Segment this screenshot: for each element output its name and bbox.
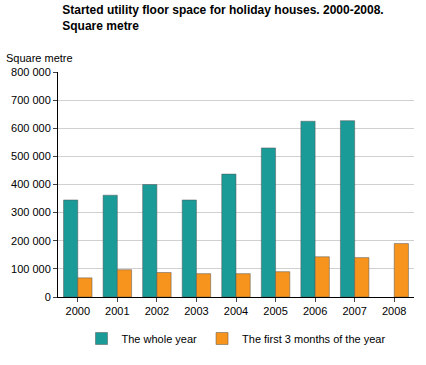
svg-text:2001: 2001 (105, 305, 129, 317)
svg-text:2000: 2000 (66, 305, 90, 317)
svg-text:500 000: 500 000 (11, 150, 51, 162)
svg-text:The whole year: The whole year (122, 333, 198, 345)
svg-text:400 000: 400 000 (11, 178, 51, 190)
svg-text:2002: 2002 (145, 305, 169, 317)
svg-text:2005: 2005 (263, 305, 287, 317)
svg-text:2003: 2003 (184, 305, 208, 317)
svg-text:2006: 2006 (303, 305, 327, 317)
svg-text:Square metre: Square metre (6, 52, 73, 64)
svg-text:2008: 2008 (382, 305, 406, 317)
svg-text:300 000: 300 000 (11, 206, 51, 218)
svg-text:700 000: 700 000 (11, 94, 51, 106)
svg-text:The first 3 months of the year: The first 3 months of the year (242, 333, 385, 345)
svg-text:0: 0 (45, 291, 51, 303)
svg-text:100 000: 100 000 (11, 263, 51, 275)
svg-text:Started utility floor space fo: Started utility floor space for holiday … (62, 3, 383, 33)
svg-text:2007: 2007 (342, 305, 366, 317)
svg-text:600 000: 600 000 (11, 122, 51, 134)
svg-text:200 000: 200 000 (11, 235, 51, 247)
svg-text:2004: 2004 (224, 305, 248, 317)
svg-text:800 000: 800 000 (11, 66, 51, 78)
